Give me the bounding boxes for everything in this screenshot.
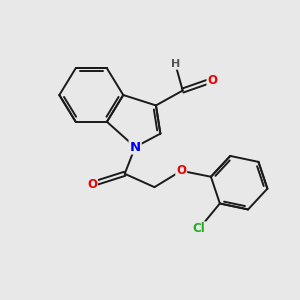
Text: H: H [171, 59, 180, 69]
Text: N: N [130, 140, 141, 154]
Text: O: O [176, 164, 186, 177]
Text: O: O [87, 178, 97, 191]
Text: O: O [207, 74, 218, 87]
Text: Cl: Cl [193, 222, 206, 235]
